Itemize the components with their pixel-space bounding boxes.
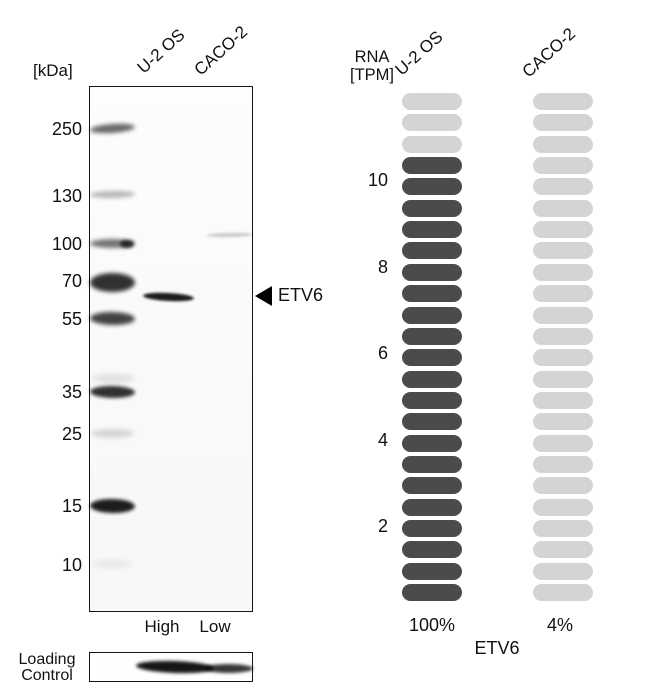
rna-segment-U-2 OS-off [402, 93, 462, 110]
rna-segment-U-2 OS-on [402, 349, 462, 367]
mw-marker-label-15: 15 [61, 496, 82, 516]
mw-marker-label-55: 55 [61, 309, 82, 329]
rna-segment-CACO-2-off [533, 135, 593, 153]
rna-segment-U-2 OS-off [402, 114, 462, 132]
rna-segment-U-2 OS-on [402, 157, 462, 175]
expression-level-low: Low [199, 617, 231, 636]
blot-band [120, 240, 134, 248]
rna-segment-CACO-2-off [533, 199, 593, 217]
blot-band [90, 273, 135, 292]
band-pointer-arrow-icon [255, 286, 272, 306]
rna-segment-U-2 OS-on [402, 178, 462, 196]
western-blot-membrane [89, 86, 253, 612]
expression-level-high: High [144, 617, 180, 636]
rna-segment-CACO-2-off [533, 434, 593, 452]
mw-marker-label-250: 250 [51, 119, 82, 139]
rna-segment-U-2 OS-on [402, 306, 462, 324]
rna-segment-CACO-2-off [533, 520, 593, 537]
rna-segment-CACO-2-off [533, 157, 593, 175]
mw-marker-label-70: 70 [61, 271, 82, 291]
rna-segment-CACO-2-off [533, 413, 593, 431]
rna-segment-U-2 OS-on [402, 584, 462, 602]
gene-title: ETV6 [474, 638, 520, 658]
rna-segment-CACO-2-off [533, 349, 593, 367]
rna-segment-U-2 OS-on [402, 242, 462, 260]
rna-segment-U-2 OS-on [402, 413, 462, 431]
blot-band [91, 429, 134, 438]
rna-segment-CACO-2-off [533, 562, 593, 580]
blot-band [90, 239, 135, 248]
rna-segment-CACO-2-off [533, 306, 593, 324]
rna-segment-U-2 OS-on [402, 263, 462, 281]
rna-segment-CACO-2-off [533, 178, 593, 196]
rna-segment-CACO-2-off [533, 391, 593, 409]
rna-segment-CACO-2-off [533, 327, 593, 345]
rna-segment-U-2 OS-on [402, 455, 462, 473]
mw-marker-label-35: 35 [61, 382, 82, 402]
rna-segment-CACO-2-off [533, 370, 593, 388]
rna-tick-label-6: 6 [377, 343, 388, 363]
rna-segment-U-2 OS-on [402, 285, 462, 303]
rna-tick-label-4: 4 [377, 429, 388, 450]
rna-segment-U-2 OS-on [402, 434, 462, 452]
rna-segment-U-2 OS-on [402, 520, 462, 537]
rna-segment-CACO-2-off [533, 263, 593, 281]
blot-band [92, 374, 135, 383]
rna-tick-label-8: 8 [377, 256, 388, 277]
rna-segment-U-2 OS-on [402, 199, 462, 217]
rna-segment-CACO-2-off [533, 221, 593, 239]
rna-segment-CACO-2-off [533, 455, 593, 473]
rna-segment-U-2 OS-on [402, 477, 462, 495]
rna-segment-CACO-2-off [533, 584, 593, 602]
rna-segment-U-2 OS-on [402, 562, 462, 580]
mw-marker-label-130: 130 [51, 186, 82, 206]
rna-segment-U-2 OS-on [402, 498, 462, 516]
rna-tick-label-10: 10 [367, 170, 388, 190]
rna-segment-CACO-2-off [533, 114, 593, 132]
rna-segment-U-2 OS-on [402, 370, 462, 388]
mw-marker-label-10: 10 [61, 555, 82, 575]
rna-tick-label-2: 2 [377, 516, 388, 536]
percent-label-u2os: 100% [408, 615, 456, 635]
rna-segment-CACO-2-off [533, 93, 593, 110]
rna-segment-U-2 OS-on [402, 327, 462, 345]
loading-control-label: Loading Control [8, 651, 86, 684]
rna-axis-line2: [TPM] [350, 65, 394, 84]
rna-segment-CACO-2-off [533, 541, 593, 559]
rna-segment-CACO-2-off [533, 498, 593, 516]
loading-control-line1: Loading [18, 651, 76, 668]
rna-segment-U-2 OS-on [402, 221, 462, 239]
blot-band [91, 559, 133, 569]
rna-segment-CACO-2-off [533, 477, 593, 495]
kda-axis-label: [kDa] [33, 61, 73, 80]
rna-segment-CACO-2-off [533, 242, 593, 260]
rna-axis-line1: RNA [354, 48, 390, 66]
rna-segment-U-2 OS-on [402, 391, 462, 409]
percent-label-caco2: 4% [546, 615, 573, 635]
mw-marker-label-100: 100 [51, 234, 82, 254]
rna-segment-U-2 OS-off [402, 135, 462, 153]
rna-segment-U-2 OS-on [402, 541, 462, 559]
loading-control-line2: Control [21, 666, 73, 684]
rna-axis-label: RNA [TPM] [345, 48, 399, 84]
mw-marker-label-25: 25 [61, 424, 82, 444]
rna-segment-CACO-2-off [533, 285, 593, 303]
band-annotation-label: ETV6 [278, 285, 324, 305]
blot-band [204, 664, 253, 673]
